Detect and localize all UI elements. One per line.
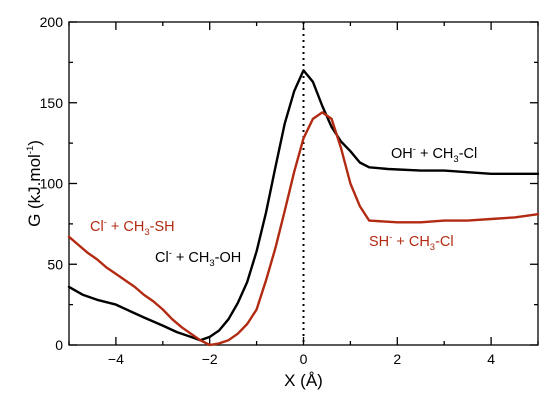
annotation-cl-ch3sh-part-2: + CH [107, 219, 144, 235]
x-tick-label: −2 [202, 351, 218, 367]
series-line-1 [67, 69, 540, 342]
annotation-oh-ch3cl: OH- + CH3-Cl [391, 144, 477, 165]
annotation-cl-ch3oh-part-2: + CH [172, 250, 209, 266]
axis-ticks: −4 −2 0 2 4 0 50 100 150 200 [40, 14, 539, 367]
annotation-cl-ch3oh-part-4: -OH [215, 250, 242, 266]
series-line-2 [67, 111, 540, 347]
annotation-oh-ch3cl-part-1: - [413, 144, 416, 155]
y-axis-title-exponent: -1 [25, 146, 36, 154]
annotation-sh-ch3cl-part-0: SH [369, 234, 389, 250]
annotation-cl-ch3sh-part-3: 3 [144, 227, 149, 238]
annotation-cl-ch3oh: Cl- + CH3-OH [155, 248, 241, 269]
series-lines [67, 69, 540, 347]
y-tick-label: 200 [40, 14, 64, 30]
annotation-cl-ch3sh-part-4: -SH [150, 219, 175, 235]
annotation-oh-ch3cl-part-4: -Cl [459, 146, 478, 162]
annotation-oh-ch3cl-part-0: OH [391, 146, 413, 162]
y-axis-title-close: ) [25, 140, 44, 146]
y-tick-label: 50 [47, 256, 63, 272]
y-tick-label: 0 [55, 337, 63, 353]
annotation-sh-ch3cl-part-2: + CH [392, 234, 429, 250]
annotation-cl-ch3sh: Cl- + CH3-SH [90, 217, 175, 238]
annotation-cl-ch3sh-part-1: - [104, 217, 107, 228]
annotation-sh-ch3cl: SH- + CH3-Cl [369, 232, 454, 253]
x-tick-label: −4 [108, 351, 124, 367]
x-tick-label: 4 [487, 351, 495, 367]
y-tick-label: 150 [40, 95, 64, 111]
annotation-cl-ch3oh-part-0: Cl [155, 250, 169, 266]
annotation-cl-ch3oh-part-3: 3 [209, 258, 214, 269]
x-axis-title: X (Å) [284, 371, 323, 390]
annotation-oh-ch3cl-part-2: + CH [416, 146, 453, 162]
annotation-sh-ch3cl-part-1: - [389, 232, 392, 243]
y-axis-title: G (kJ.mol-1) [25, 140, 44, 227]
annotation-sh-ch3cl-part-4: -Cl [435, 234, 454, 250]
x-tick-label: 0 [300, 351, 308, 367]
y-tick-label: 100 [40, 176, 64, 192]
annotation-oh-ch3cl-part-3: 3 [453, 154, 458, 165]
annotation-cl-ch3sh-part-0: Cl [90, 219, 104, 235]
annotation-sh-ch3cl-part-3: 3 [430, 242, 435, 253]
x-tick-label: 2 [393, 351, 401, 367]
annotation-cl-ch3oh-part-1: - [169, 248, 172, 259]
y-axis-title-main: G (kJ.mol [25, 154, 44, 227]
